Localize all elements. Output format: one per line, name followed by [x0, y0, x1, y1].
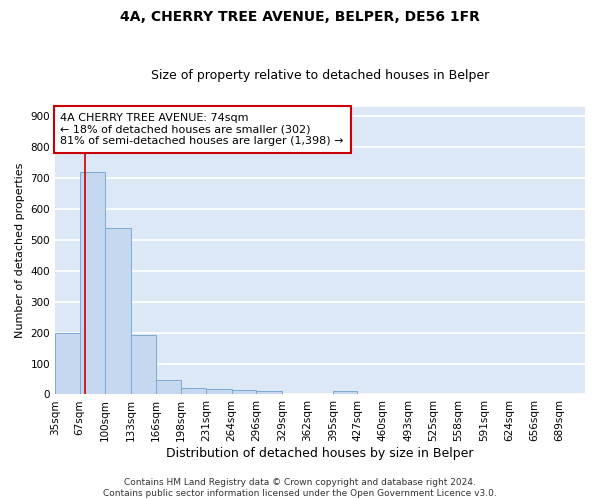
X-axis label: Distribution of detached houses by size in Belper: Distribution of detached houses by size …	[166, 447, 474, 460]
Bar	[181, 388, 206, 394]
Bar	[156, 380, 181, 394]
Bar	[131, 335, 156, 394]
Bar	[206, 389, 232, 394]
Text: 4A CHERRY TREE AVENUE: 74sqm
← 18% of detached houses are smaller (302)
81% of s: 4A CHERRY TREE AVENUE: 74sqm ← 18% of de…	[61, 113, 344, 146]
Bar	[333, 392, 358, 394]
Bar	[80, 172, 105, 394]
Bar	[105, 228, 131, 394]
Text: Contains HM Land Registry data © Crown copyright and database right 2024.
Contai: Contains HM Land Registry data © Crown c…	[103, 478, 497, 498]
Bar	[232, 390, 256, 394]
Title: Size of property relative to detached houses in Belper: Size of property relative to detached ho…	[151, 69, 489, 82]
Bar	[256, 392, 282, 394]
Y-axis label: Number of detached properties: Number of detached properties	[15, 163, 25, 338]
Bar	[55, 332, 80, 394]
Text: 4A, CHERRY TREE AVENUE, BELPER, DE56 1FR: 4A, CHERRY TREE AVENUE, BELPER, DE56 1FR	[120, 10, 480, 24]
